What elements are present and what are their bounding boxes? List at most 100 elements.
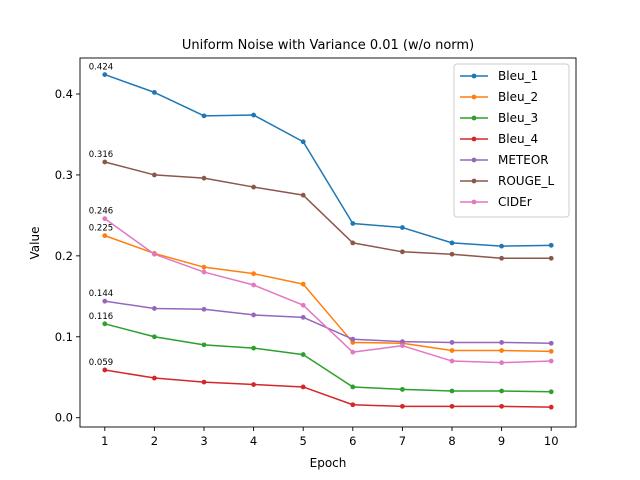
- data-point: [499, 360, 504, 366]
- plot-frame: [79, 57, 577, 428]
- legend-label: Bleu_3: [498, 111, 538, 125]
- data-point: [548, 340, 554, 346]
- data-point: [300, 384, 306, 390]
- data-point: [102, 216, 108, 222]
- data-point: [251, 271, 256, 277]
- data-point: [300, 192, 306, 198]
- x-axis-label: Epoch: [310, 456, 347, 470]
- legend-label: METEOR: [498, 153, 549, 167]
- data-point: [152, 251, 157, 257]
- series-line-bleu_4: [104, 369, 552, 408]
- data-point: [548, 242, 554, 248]
- legend-marker: [471, 136, 477, 142]
- data-point: [449, 358, 455, 364]
- data-point: [300, 281, 306, 287]
- data-point: [201, 113, 207, 119]
- data-point: [152, 89, 157, 95]
- data-point: [152, 306, 157, 311]
- data-point: [499, 403, 504, 409]
- data-point: [449, 348, 455, 353]
- data-point: [102, 233, 108, 239]
- data-point: [350, 221, 356, 226]
- legend-marker: [471, 178, 477, 184]
- legend-label: Bleu_2: [498, 90, 538, 104]
- data-point: [102, 298, 108, 304]
- data-label: 0.144: [89, 289, 113, 299]
- data-point: [251, 345, 256, 351]
- y-tick-label: 0.0: [55, 411, 73, 425]
- y-tick-label: 0.2: [55, 249, 73, 263]
- legend-marker: [471, 199, 477, 205]
- data-point: [548, 348, 554, 354]
- data-point: [152, 375, 157, 381]
- data-point: [449, 240, 455, 246]
- data-point: [102, 72, 108, 77]
- y-tick-label: 0.3: [55, 168, 73, 182]
- chart-title: Uniform Noise with Variance 0.01 (w/o no…: [182, 38, 474, 53]
- x-tick-label: 9: [498, 434, 505, 448]
- series-line-rouge_l: [104, 161, 552, 260]
- data-point: [201, 264, 207, 270]
- y-axis-label: Value: [28, 227, 42, 260]
- data-point: [350, 349, 356, 355]
- series-line-bleu_2: [104, 234, 552, 353]
- data-point: [449, 251, 455, 257]
- data-label: 0.116: [89, 312, 113, 322]
- data-point: [350, 402, 356, 408]
- data-point: [152, 334, 157, 340]
- data-point: [449, 403, 455, 409]
- y-tick-label: 0.4: [55, 87, 73, 101]
- data-point: [548, 255, 554, 261]
- data-point: [548, 389, 554, 395]
- data-point: [201, 306, 207, 312]
- data-point: [102, 159, 108, 165]
- data-point: [499, 340, 504, 345]
- data-point: [251, 184, 256, 190]
- data-point: [499, 348, 504, 353]
- data-point: [300, 139, 306, 145]
- legend-label: ROUGE_L: [498, 174, 554, 188]
- data-point: [449, 388, 455, 394]
- x-tick-label: 2: [151, 434, 158, 448]
- x-tick-label: 6: [349, 434, 356, 448]
- data-point: [102, 321, 108, 327]
- data-label: 0.246: [89, 207, 113, 217]
- x-tick-label: 8: [448, 434, 455, 448]
- data-point: [499, 243, 504, 249]
- data-point: [400, 225, 405, 230]
- x-tick-label: 3: [200, 434, 207, 448]
- series-line-bleu_3: [104, 323, 552, 393]
- legend-marker: [471, 115, 477, 121]
- y-tick-label: 0.1: [55, 330, 73, 344]
- plot-area: 0.424 0.225 0.116 0.059 0.144 0.316 0.246 1 2 3 4 5…: [55, 57, 577, 448]
- data-point: [400, 249, 405, 255]
- data-point: [251, 312, 256, 318]
- data-point: [400, 386, 405, 392]
- data-point: [201, 269, 207, 275]
- series-line-bleu_1: [104, 73, 552, 247]
- data-point: [350, 336, 356, 342]
- data-point: [548, 358, 554, 364]
- legend-marker: [471, 73, 477, 79]
- legend-marker: [471, 157, 477, 163]
- data-point: [201, 379, 207, 385]
- x-tick-label: 1: [101, 434, 108, 448]
- data-point: [152, 172, 157, 178]
- data-point: [300, 302, 306, 308]
- x-tick-label: 5: [300, 434, 307, 448]
- data-point: [251, 282, 256, 288]
- data-label: 0.059: [89, 358, 113, 368]
- data-point: [251, 112, 256, 118]
- x-tick-label: 4: [250, 434, 257, 448]
- legend-box: [453, 63, 570, 218]
- data-point: [102, 367, 108, 373]
- legend-label: Bleu_4: [498, 132, 538, 146]
- x-tick-label: 7: [399, 434, 406, 448]
- data-point: [449, 340, 455, 345]
- series-line-cider: [104, 217, 552, 364]
- data-point: [400, 403, 405, 409]
- data-label: 0.424: [89, 63, 113, 73]
- data-point: [201, 342, 207, 348]
- data-point: [499, 388, 504, 394]
- x-tick-label: 10: [544, 434, 559, 448]
